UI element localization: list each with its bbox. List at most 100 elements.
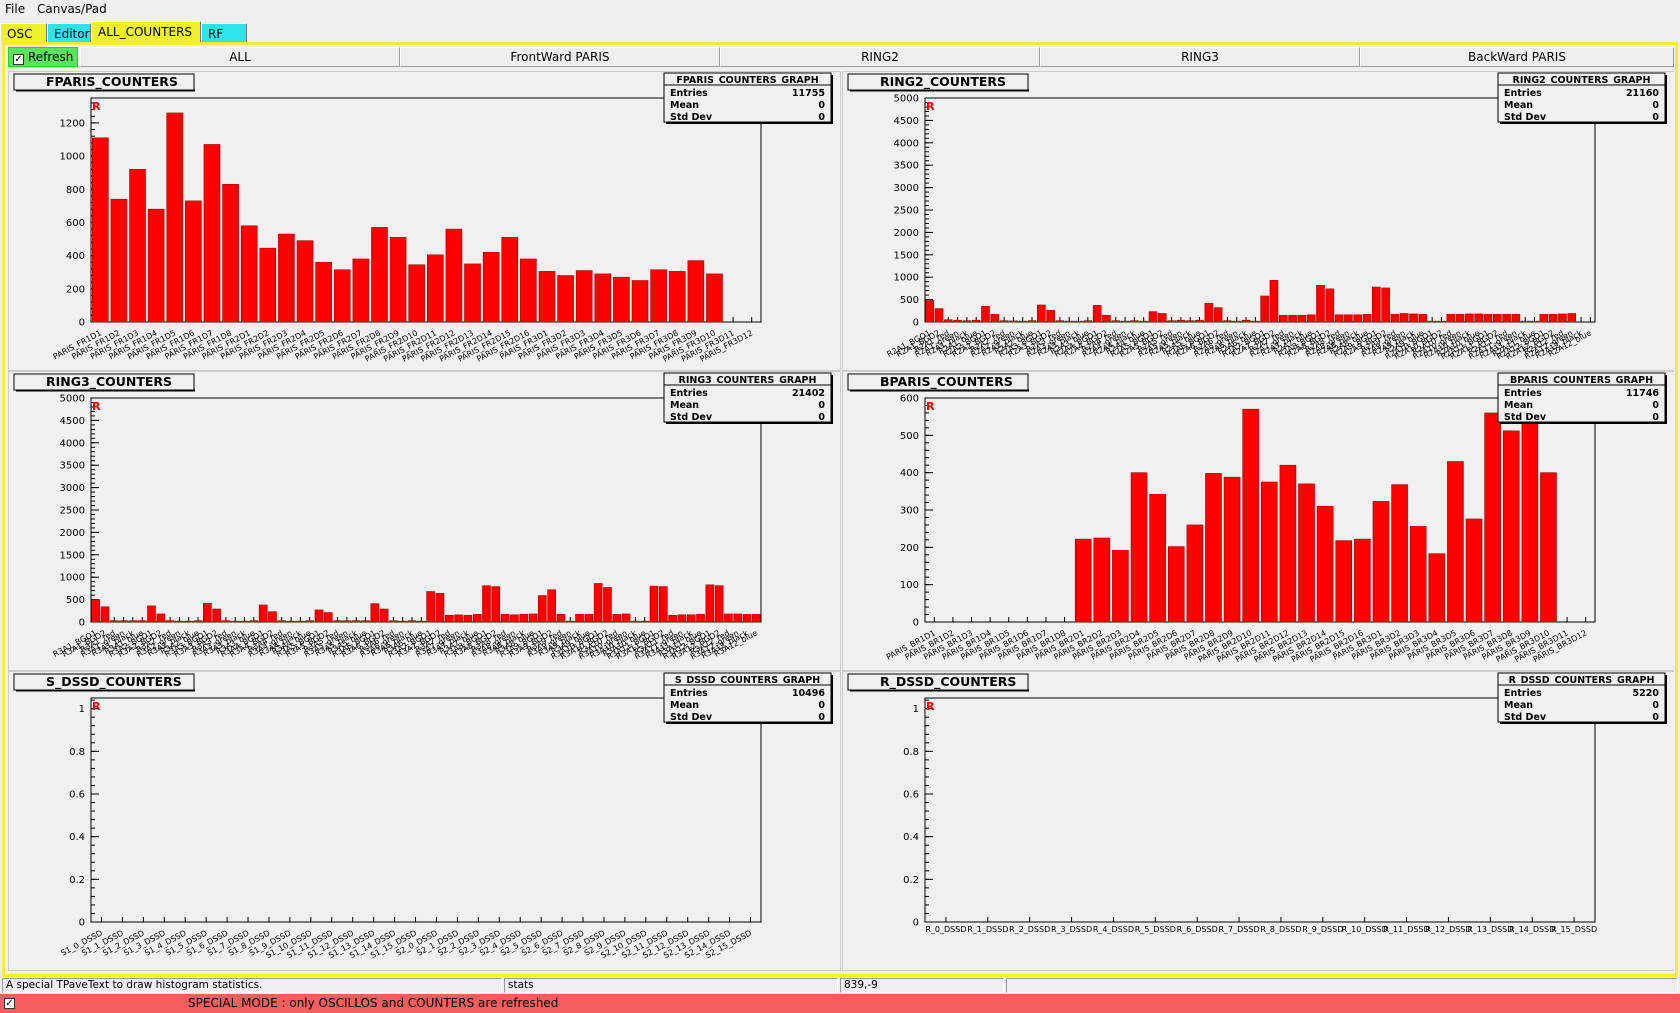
bar [165, 620, 175, 623]
bar [129, 169, 146, 323]
y-tick-label: 300 [900, 506, 919, 517]
menu-bar: File Canvas/Pad [0, 0, 1680, 21]
bar [249, 620, 259, 623]
counters-canvas-svg[interactable]: 020040060080010001200PARIS_FR1D1PARIS_FR… [8, 71, 1675, 971]
bar [1130, 472, 1148, 623]
bar [631, 280, 649, 323]
bar [1344, 314, 1353, 323]
subtab-ring3[interactable]: RING3 [1040, 47, 1360, 67]
bar [556, 614, 566, 623]
y-tick-label: 0.8 [903, 747, 919, 758]
pad-r-dssd-counters: 00.20.40.60.81R_0_DSSD R_1_DSSD R_2_DSSD R_… [842, 671, 1675, 971]
bar [491, 586, 501, 623]
bar [1511, 314, 1521, 323]
bar [454, 614, 463, 623]
bar [147, 208, 165, 323]
tab-osc[interactable]: OSC [0, 23, 47, 42]
y-tick-label: 0 [913, 918, 919, 929]
bar [1297, 314, 1307, 323]
tab-rf[interactable]: RF [201, 23, 247, 42]
subtab-backward-paris[interactable]: BackWard PARIS [1360, 47, 1674, 67]
refresh-checkbox[interactable]: ✓ [13, 54, 24, 65]
stats-value: 0 [1652, 112, 1659, 123]
bar [1325, 288, 1335, 323]
bar [1465, 518, 1483, 623]
bar [1354, 538, 1371, 623]
bar [1037, 304, 1046, 323]
y-tick-label: 3000 [60, 483, 85, 494]
bar [519, 614, 529, 623]
refresh-label: Refresh [28, 50, 74, 64]
tab-editor[interactable]: Editor [47, 23, 91, 42]
bar [91, 599, 100, 623]
bar [1092, 305, 1102, 323]
bar [314, 609, 324, 623]
subtab-frontward-paris[interactable]: FrontWard PARIS [400, 47, 720, 67]
stats-box [1497, 672, 1666, 723]
bar [603, 587, 612, 623]
bar [1111, 320, 1121, 323]
bar [1399, 313, 1409, 323]
bar [323, 612, 333, 623]
bar [1548, 314, 1558, 323]
y-tick-label: 2000 [60, 528, 85, 539]
bar [925, 300, 934, 323]
stats-value: 10496 [792, 688, 825, 699]
bar [971, 319, 981, 323]
bar [1465, 313, 1474, 323]
bar [110, 198, 128, 323]
bar [342, 620, 352, 623]
bar [482, 585, 491, 623]
bar [333, 620, 342, 623]
bar [1130, 320, 1139, 323]
bar [538, 595, 547, 623]
pad-title: S_DSSD_COUNTERS [46, 674, 182, 690]
root-canvas[interactable]: 0 200 400 600 800 1000 1200 PARIS_FR1D1 PARIS_FR… [8, 71, 1675, 971]
menu-file[interactable]: File [5, 2, 26, 16]
refresh-toggle[interactable]: ✓ Refresh [8, 47, 78, 67]
bar [371, 227, 388, 323]
y-tick-label: 3500 [60, 461, 85, 472]
bar [1027, 320, 1037, 323]
tab-all-counters[interactable]: ALL_COUNTERS [91, 21, 201, 42]
stats-label: Mean [670, 100, 699, 111]
subtab-all[interactable]: ALL [80, 47, 400, 67]
bar [1474, 313, 1483, 323]
x-tick-label: R_12_DSSD [1425, 925, 1471, 934]
x-tick-label: R_6_DSSD [1177, 925, 1218, 934]
bar [1185, 320, 1195, 323]
y-tick-label: 2000 [894, 228, 919, 239]
bar [109, 620, 119, 623]
subtab-ring2[interactable]: RING2 [720, 47, 1040, 67]
bar [203, 602, 212, 623]
bar [398, 620, 408, 623]
stats-title: FPARIS_COUNTERS_GRAPH [676, 75, 818, 86]
stats-value: 11746 [1626, 388, 1659, 399]
status-bar: A special TPaveText to draw histogram st… [0, 977, 1680, 994]
bar [1093, 537, 1111, 623]
status-object: stats [504, 978, 838, 993]
y-tick-label: 0.4 [69, 832, 85, 843]
range-marker: R [926, 400, 935, 413]
menu-canvas-pad[interactable]: Canvas/Pad [37, 2, 107, 16]
bar [1260, 295, 1269, 323]
special-mode-checkbox[interactable]: ✓ [4, 998, 15, 1009]
stats-label: Mean [1504, 400, 1533, 411]
x-tick-label: R_11_DSSD [1383, 925, 1429, 934]
bar [981, 306, 990, 323]
bar [613, 276, 630, 323]
y-tick-label: 1000 [60, 152, 85, 163]
bar [1269, 280, 1279, 323]
bar [426, 591, 435, 623]
y-tick-label: 1000 [894, 273, 919, 284]
bar [752, 614, 761, 623]
plot-frame [90, 97, 762, 323]
stats-title: S_DSSD_COUNTERS_GRAPH [675, 675, 820, 686]
bar [705, 584, 715, 623]
bar [990, 314, 1000, 323]
stats-label: Std Dev [670, 412, 713, 423]
bar [175, 620, 184, 623]
bar [277, 620, 287, 623]
bar [1009, 320, 1018, 323]
bar [1205, 473, 1222, 623]
